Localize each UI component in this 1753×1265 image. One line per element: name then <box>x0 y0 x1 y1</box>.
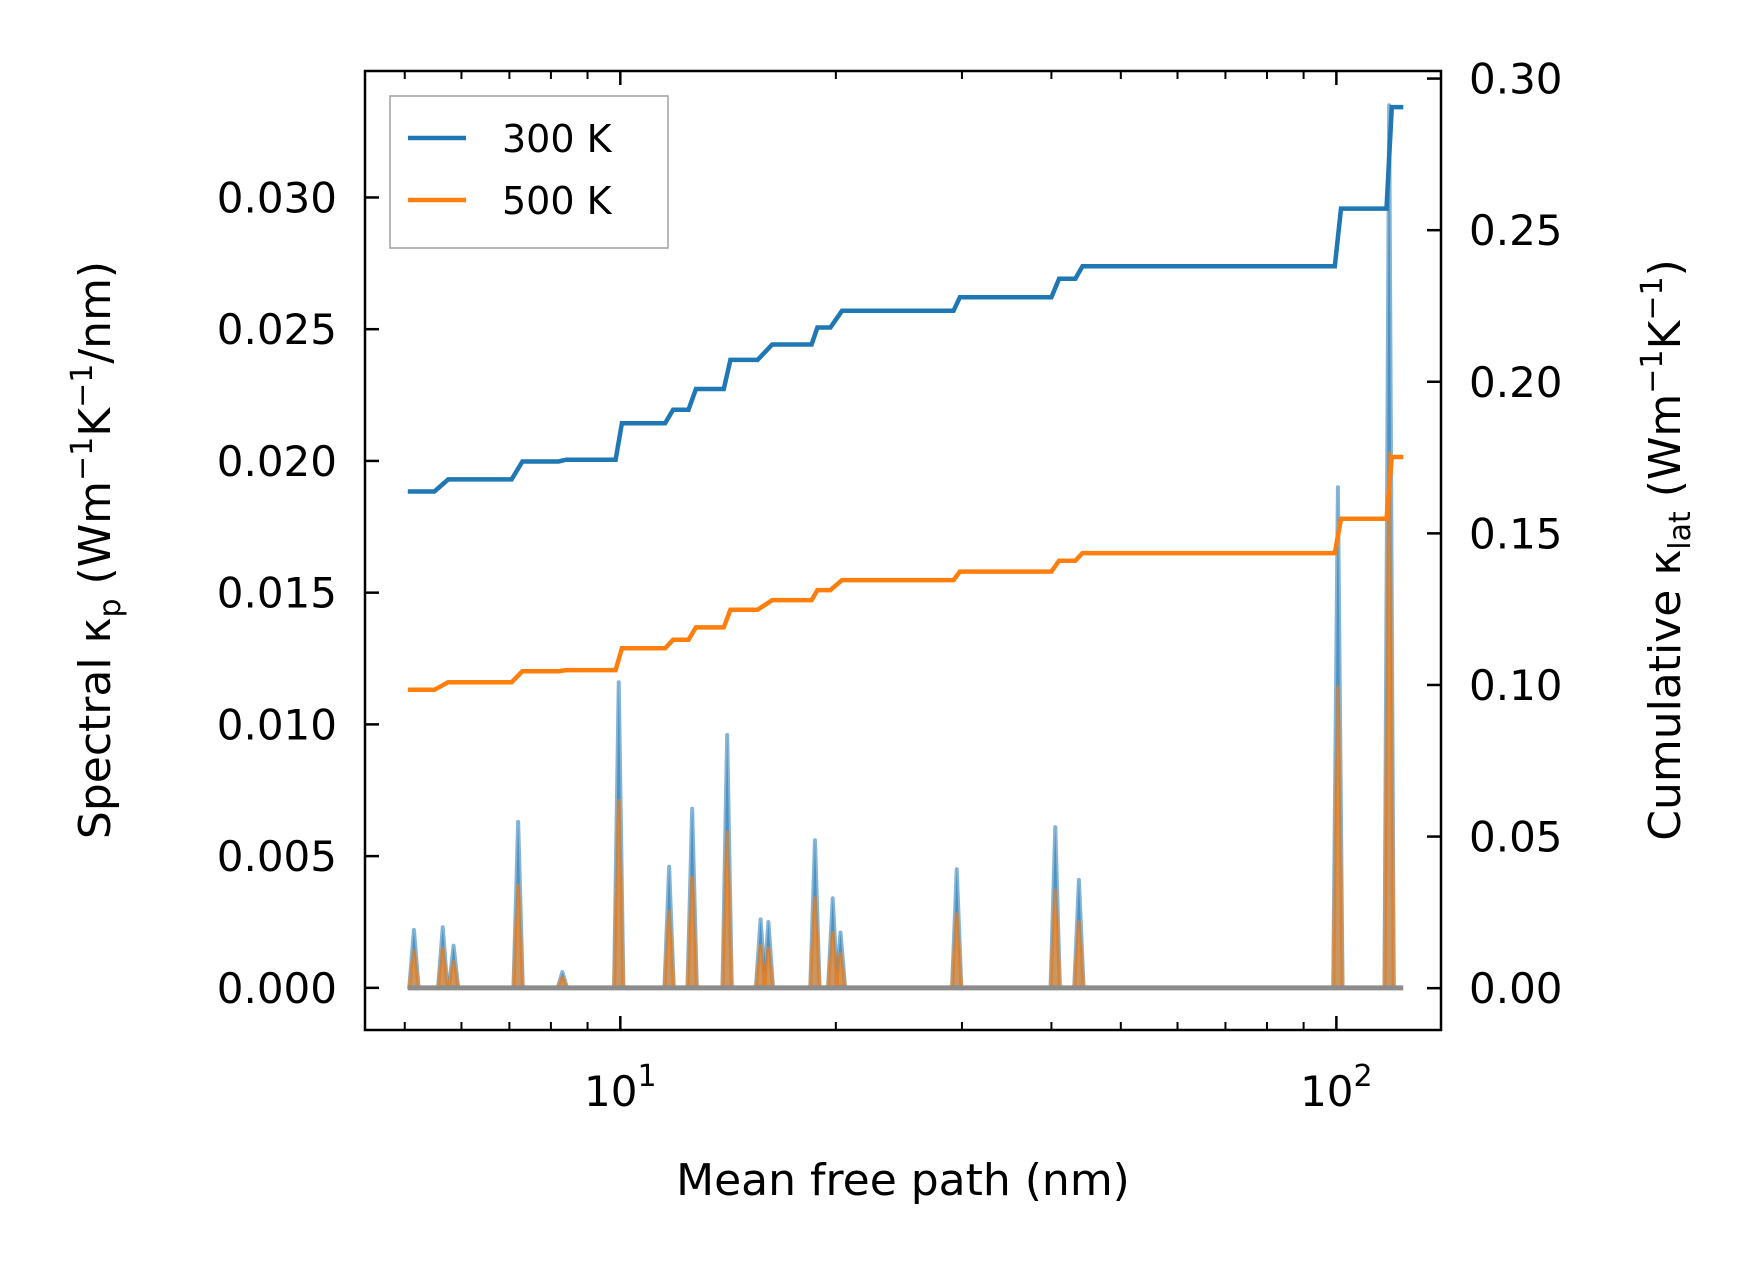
y-left-tick-label-2: 0.010 <box>217 700 337 749</box>
y-right-tick-label-3: 0.15 <box>1469 509 1563 558</box>
y-right-tick-label-1: 0.05 <box>1469 813 1563 862</box>
y-right-label-exp1: −1 <box>1635 349 1670 393</box>
y-right-label-unit: (Wm <box>1640 394 1691 512</box>
y-axis-right-label: Cumulative κlat (Wm−1K−1) <box>1635 259 1698 841</box>
x-tick-label-exp-0: 1 <box>637 1059 656 1094</box>
y-right-tick-label-5: 0.25 <box>1469 206 1563 255</box>
y-right-label-unit2: K <box>1640 319 1691 349</box>
y-right-tick-label-6: 0.30 <box>1469 55 1563 104</box>
y-right-label-subscript: lat <box>1663 511 1698 550</box>
y-left-tick-label-1: 0.005 <box>217 832 337 881</box>
legend-label-500k: 500 K <box>502 179 613 223</box>
plot-frame <box>363 69 1443 1032</box>
y-left-label-unit3: /nm) <box>70 261 121 364</box>
y-axis-left-label: Spectral κp (Wm−1K−1/nm) <box>65 261 128 839</box>
legend-label-300k: 300 K <box>502 117 613 161</box>
y-right-label-unit3: ) <box>1640 259 1691 276</box>
y-right-tick-label-2: 0.10 <box>1469 661 1563 710</box>
x-axis-label: Mean free path (nm) <box>676 1155 1130 1206</box>
y-left-label-main: Spectral κ <box>70 618 121 840</box>
y-right-tick-label-0: 0.00 <box>1469 964 1563 1013</box>
y-right-tick-label-4: 0.20 <box>1469 358 1563 407</box>
x-tick-label-0: 101 <box>584 1059 657 1116</box>
x-tick-label-base-0: 10 <box>584 1067 637 1116</box>
ticks-layer: 0.000 0.005 0.010 0.015 0.020 0.025 0.030 0.00 0… <box>217 55 1563 1116</box>
y-left-label-exp1: −1 <box>65 437 100 481</box>
y-left-tick-label-3: 0.015 <box>217 569 337 618</box>
y-right-label-exp2: −1 <box>1635 276 1670 320</box>
y-left-label-unit: (Wm <box>70 481 121 599</box>
y-left-label-exp2: −1 <box>65 364 100 408</box>
legend: 300 K 500 K <box>389 95 669 249</box>
y-left-label-subscript: p <box>93 598 128 617</box>
y-left-tick-label-4: 0.020 <box>217 437 337 486</box>
spectral-series-layer <box>407 103 1404 991</box>
y-left-tick-label-5: 0.025 <box>217 305 337 354</box>
x-tick-label-base-1: 10 <box>1300 1067 1353 1116</box>
x-tick-label-1: 102 <box>1300 1059 1373 1116</box>
cumulative-line-500k <box>407 454 1404 693</box>
y-left-label-unit2: K <box>70 407 121 437</box>
y-right-label-main: Cumulative κ <box>1640 550 1691 841</box>
cumulative-line-300k <box>407 104 1404 494</box>
y-left-tick-label-0: 0.000 <box>217 964 337 1013</box>
cumulative-series-layer <box>407 104 1404 693</box>
x-tick-label-exp-1: 2 <box>1354 1059 1373 1094</box>
y-left-tick-label-6: 0.030 <box>217 173 337 222</box>
legend-box <box>389 95 669 249</box>
